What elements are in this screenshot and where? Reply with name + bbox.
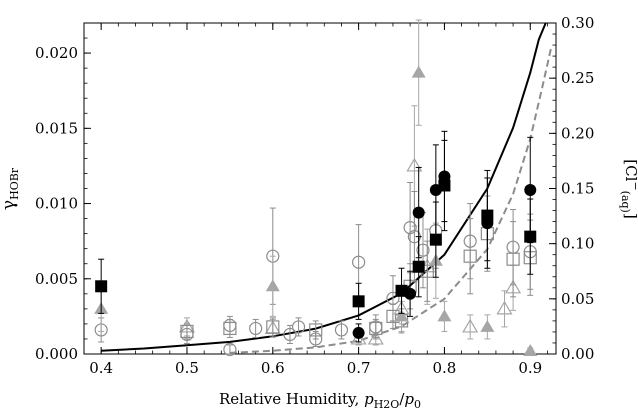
data-point-filled-square — [429, 233, 442, 246]
y-tick-label: 0.015 — [35, 119, 78, 137]
y-tick-label: 0.000 — [35, 345, 78, 363]
y2-tick-label: 0.10 — [561, 235, 594, 253]
y2-axis-title: [Cl−(aq)] — [619, 159, 638, 218]
y-axis-title: γHOBr — [0, 167, 21, 210]
data-point-filled-triangle — [480, 319, 495, 332]
x-tick-label: 0.4 — [89, 359, 113, 377]
axis-ticks: 0.4 0.5 0.6 0.7 0.8 0.9 0.000 0.005 0.010 0.015 0.… — [35, 14, 594, 377]
x-tick-label: 0.6 — [261, 359, 285, 377]
data-point-open-circle — [369, 320, 383, 334]
data-point-open-circle — [386, 291, 400, 305]
data-point-filled-triangle — [411, 65, 426, 78]
data-point-filled-square — [352, 295, 365, 308]
data-point-filled-circle — [412, 206, 425, 219]
y2-tick-label: 0.00 — [561, 345, 594, 363]
dashed-model-curve — [229, 44, 553, 354]
y2-tick-label: 0.20 — [561, 124, 594, 142]
data-point-filled-square — [95, 280, 108, 293]
data-point-open-circle — [249, 321, 263, 336]
data-point-filled-triangle — [437, 309, 452, 322]
y2-tick-label: 0.30 — [561, 14, 594, 32]
data-point-open-circle — [180, 327, 194, 342]
y2-tick-label: 0.05 — [561, 290, 594, 308]
solid-model-curve — [101, 22, 547, 352]
data-point-open-circle — [403, 221, 417, 235]
data-point-open-circle — [223, 318, 237, 333]
data-point-open-circle — [352, 255, 366, 269]
data-point-open-square — [266, 320, 280, 334]
data-point-open-triangle — [406, 157, 423, 172]
data-point-filled-circle — [352, 326, 365, 339]
data-point-open-circle — [506, 240, 520, 254]
data-point-filled-triangle — [265, 279, 280, 292]
x-tick-label: 0.5 — [175, 359, 199, 377]
data-point-open-triangle — [367, 330, 384, 345]
y2-tick-label: 0.25 — [561, 69, 594, 87]
data-point-open-triangle — [462, 318, 479, 333]
y-tick-label: 0.005 — [35, 270, 78, 288]
data-point-filled-circle — [524, 184, 537, 197]
data-point-open-circle — [334, 323, 349, 337]
data-point-open-circle — [309, 332, 323, 346]
data-point-filled-circle — [404, 287, 417, 300]
plot-frame — [83, 22, 557, 355]
data-point-open-circle — [463, 234, 477, 248]
x-tick-label: 0.9 — [518, 359, 542, 377]
y-tick-label: 0.010 — [35, 195, 78, 213]
data-point-filled-circle — [481, 217, 494, 230]
data-point-open-circle — [223, 342, 237, 357]
x-tick-label: 0.7 — [347, 359, 371, 377]
data-point-filled-circle — [429, 184, 442, 197]
data-point-filled-circle — [438, 170, 451, 183]
x-axis-title: Relative Humidity, pH2O/p0 — [219, 390, 421, 411]
data-point-filled-triangle — [523, 343, 538, 356]
y-tick-label: 0.020 — [35, 44, 78, 62]
data-point-open-triangle — [496, 300, 513, 315]
y2-tick-label: 0.15 — [561, 180, 594, 198]
data-point-open-triangle — [350, 330, 367, 345]
data-point-open-circle — [416, 243, 430, 257]
data-points — [94, 19, 538, 357]
data-point-open-circle — [291, 320, 306, 334]
data-point-filled-triangle — [394, 309, 409, 322]
data-point-open-circle — [283, 327, 297, 342]
x-tick-label: 0.8 — [433, 359, 457, 377]
model-curves — [101, 22, 553, 354]
data-point-filled-square — [412, 260, 425, 273]
